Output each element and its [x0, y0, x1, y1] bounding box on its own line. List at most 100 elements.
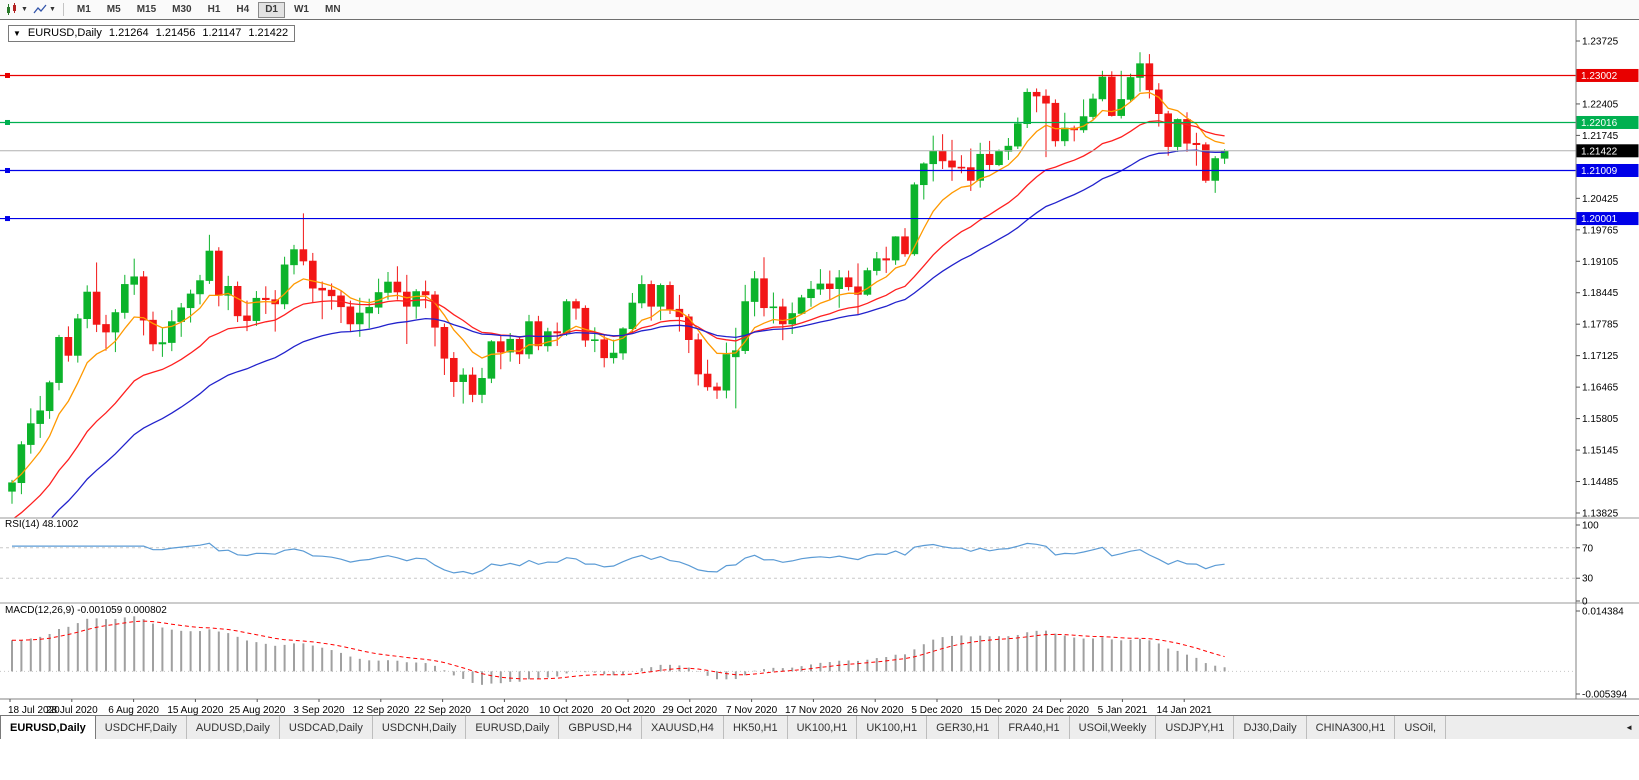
svg-text:24 Dec 2020: 24 Dec 2020	[1032, 705, 1089, 715]
chart-window: 1.23725 1.22405 1.21745 1.20425 1.19765 1.191…	[0, 20, 1639, 715]
svg-text:1.14485: 1.14485	[1582, 477, 1619, 488]
svg-text:17 Nov 2020: 17 Nov 2020	[785, 705, 842, 715]
price-badge	[1576, 163, 1639, 177]
hline-handle[interactable]	[5, 167, 10, 173]
chart-tab[interactable]: GBPUSD,H4	[559, 716, 642, 739]
svg-text:0.014384: 0.014384	[1582, 607, 1624, 618]
svg-text:25 Aug 2020: 25 Aug 2020	[229, 705, 286, 715]
price-badge	[1576, 115, 1639, 129]
chevron-down-icon: ▼	[21, 6, 28, 13]
timeframe-button-h1[interactable]: H1	[207, 3, 221, 15]
timeframe-button-w1[interactable]: W1	[293, 3, 309, 15]
svg-text:1.20425: 1.20425	[1582, 194, 1619, 205]
svg-text:6 Aug 2020: 6 Aug 2020	[108, 705, 159, 715]
indicators-button[interactable]: ▼	[31, 2, 58, 17]
hline-handle[interactable]	[5, 216, 10, 222]
svg-text:18 Jul 2020: 18 Jul 2020	[8, 705, 60, 715]
svg-text:1 Oct 2020: 1 Oct 2020	[480, 705, 529, 715]
macd-indicator-label: MACD(12,26,9) -0.001059 0.000802	[5, 605, 167, 616]
chart-tab[interactable]: GER30,H1	[927, 716, 1000, 739]
macd-signal-line	[11, 620, 1225, 680]
chart-tab[interactable]: EURUSD,Daily	[466, 716, 560, 739]
chart-legend: ▼ EURUSD,Daily 1.21264 1.21456 1.21147 1…	[8, 25, 296, 42]
candles-layer	[8, 52, 1229, 504]
chart-tab[interactable]: FRA40,H1	[999, 716, 1070, 739]
chart-tab[interactable]: UK100,H1	[857, 716, 928, 739]
svg-text:1.23725: 1.23725	[1582, 37, 1619, 48]
timeframe-button-m1[interactable]: M1	[76, 3, 91, 15]
chart-tab[interactable]: USDCNH,Daily	[373, 716, 467, 739]
svg-text:20 Oct 2020: 20 Oct 2020	[601, 705, 656, 715]
legend-open: 1.21264	[108, 27, 149, 39]
svg-text:29 Oct 2020: 29 Oct 2020	[663, 705, 718, 715]
chevron-down-icon: ▼	[48, 6, 56, 13]
chart-tab[interactable]: UK100,H1	[788, 716, 858, 739]
chart-tab[interactable]: DJ30,Daily	[1234, 716, 1307, 739]
svg-text:1.15145: 1.15145	[1582, 446, 1619, 457]
chart-tab[interactable]: USDCHF,Daily	[96, 716, 187, 739]
svg-text:28 Jul 2020: 28 Jul 2020	[46, 705, 98, 715]
svg-text:1.15805: 1.15805	[1582, 414, 1619, 425]
indicator-line-icon	[33, 4, 47, 14]
svg-text:100: 100	[1582, 521, 1599, 532]
legend-close: 1.21422	[248, 27, 289, 39]
chart-tab[interactable]: HK50,H1	[724, 716, 788, 739]
chart-tab[interactable]: CHINA300,H1	[1307, 716, 1396, 739]
svg-text:14 Jan 2021: 14 Jan 2021	[1157, 705, 1212, 715]
svg-text:1.19105: 1.19105	[1582, 257, 1619, 268]
chart-tab[interactable]: USOil,	[1395, 716, 1447, 739]
svg-text:5 Dec 2020: 5 Dec 2020	[911, 705, 963, 715]
svg-text:1.21745: 1.21745	[1582, 131, 1619, 142]
chart-tabs: EURUSD,Daily USDCHF,Daily AUDUSD,Daily USDC…	[0, 716, 1447, 739]
top-toolbar: ▼ ▼ M1 M5 M15 M30 H1 H4 D1 W1 MN	[0, 0, 1639, 20]
ma-mid-red	[13, 120, 1225, 518]
chart-type-button[interactable]: ▼	[3, 2, 30, 17]
price-badge	[1576, 212, 1639, 226]
chart-tab[interactable]: XAUUSD,H4	[642, 716, 724, 739]
chart-tabs-bar: EURUSD,Daily USDCHF,Daily AUDUSD,Daily USDC…	[0, 715, 1639, 739]
chart-tab[interactable]: USDCAD,Daily	[280, 716, 373, 739]
svg-text:1.19765: 1.19765	[1582, 225, 1619, 236]
candlestick-chart-icon	[7, 3, 16, 15]
timeframe-button-d1[interactable]: D1	[258, 1, 285, 18]
macd-pane: 0.014384 -0.005394	[0, 607, 1627, 701]
timeframe-button-h4[interactable]: H4	[236, 3, 250, 15]
chart-tab[interactable]: USOil,Weekly	[1070, 716, 1157, 739]
svg-text:1.18445: 1.18445	[1582, 288, 1619, 299]
svg-text:10 Oct 2020: 10 Oct 2020	[539, 705, 594, 715]
chart-canvas[interactable]: 1.23725 1.22405 1.21745 1.20425 1.19765 1.191…	[0, 20, 1639, 715]
svg-text:0: 0	[1582, 597, 1588, 608]
svg-text:1.16465: 1.16465	[1582, 383, 1619, 394]
hline-handle[interactable]	[5, 72, 10, 78]
chevron-down-icon[interactable]: ▼	[13, 29, 21, 38]
main-price-pane[interactable]	[0, 52, 1576, 548]
macd-histogram	[11, 616, 1226, 685]
svg-text:1.23002: 1.23002	[1581, 71, 1618, 82]
legend-low: 1.21147	[202, 27, 242, 39]
svg-text:1.22016: 1.22016	[1581, 118, 1618, 129]
tab-scroll-left-icon[interactable]: ◄	[1625, 723, 1633, 732]
toolbar-separator	[62, 3, 64, 16]
timeframe-button-m30[interactable]: M30	[172, 3, 192, 15]
rsi-indicator-label: RSI(14) 48.1002	[5, 519, 79, 530]
timeframe-button-m5[interactable]: M5	[106, 3, 121, 15]
price-badge	[1576, 68, 1639, 82]
chart-tab[interactable]: USDJPY,H1	[1156, 716, 1235, 739]
ma-slow-blue	[50, 149, 1225, 518]
chart-tab[interactable]: EURUSD,Daily	[0, 716, 96, 739]
svg-text:15 Aug 2020: 15 Aug 2020	[167, 705, 224, 715]
chart-tab[interactable]: AUDUSD,Daily	[187, 716, 280, 739]
svg-text:1.13825: 1.13825	[1582, 509, 1619, 520]
legend-high: 1.21456	[155, 27, 196, 39]
svg-text:1.17785: 1.17785	[1582, 320, 1619, 331]
rsi-pane: 100 70 30 0	[0, 521, 1599, 608]
svg-text:5 Jan 2021: 5 Jan 2021	[1098, 705, 1148, 715]
legend-symbol-period: EURUSD,Daily	[27, 27, 102, 39]
hline-handle[interactable]	[5, 119, 10, 125]
timeframe-button-m15[interactable]: M15	[136, 3, 157, 15]
svg-text:-0.005394: -0.005394	[1582, 690, 1627, 701]
timeframe-button-mn[interactable]: MN	[324, 3, 341, 15]
svg-text:30: 30	[1582, 574, 1594, 585]
